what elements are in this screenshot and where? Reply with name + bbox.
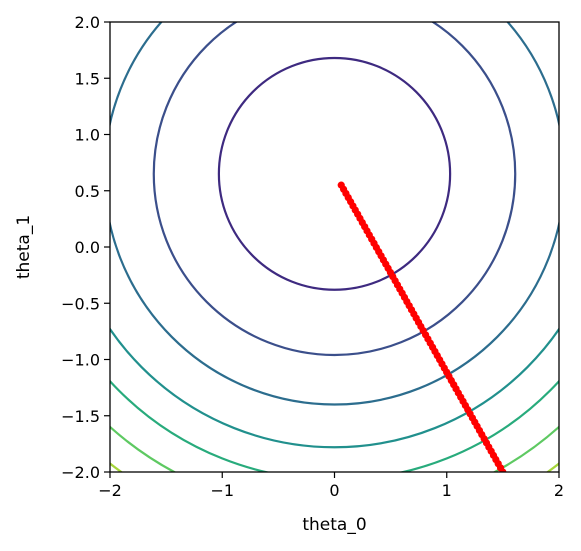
x-tick-label: 1	[442, 481, 452, 500]
path-point	[499, 468, 507, 472]
y-tick-label: 1.5	[75, 69, 100, 88]
y-tick-label: 0.0	[75, 238, 100, 257]
y-axis-label: theta_1	[14, 215, 34, 279]
x-tick-label: −2	[98, 481, 122, 500]
x-tick-label: 2	[554, 481, 564, 500]
y-tick-label: 2.0	[75, 13, 100, 32]
y-tick-label: −1.5	[61, 407, 100, 426]
y-axis-ticks: −2.0 −1.5 −1.0 −0.5 0.0 0.5 1.0 1.5 2.0	[61, 13, 110, 482]
x-axis-label: theta_0	[302, 515, 366, 535]
y-tick-label: −0.5	[61, 294, 100, 313]
y-tick-label: −2.0	[61, 463, 100, 482]
x-tick-label: 0	[329, 481, 339, 500]
x-tick-label: −1	[210, 481, 234, 500]
y-tick-label: −1.0	[61, 351, 100, 370]
contour-level-3	[110, 22, 559, 406]
contour-level-2	[152, 22, 517, 357]
y-tick-label: 0.5	[75, 182, 100, 201]
contour-level-5	[110, 379, 559, 472]
contour-level-1	[217, 56, 452, 291]
descent-path	[337, 181, 507, 472]
y-tick-label: 1.0	[75, 126, 100, 145]
x-axis-ticks: −2 −1 0 1 2	[98, 472, 564, 500]
contour-level-4	[110, 327, 559, 449]
